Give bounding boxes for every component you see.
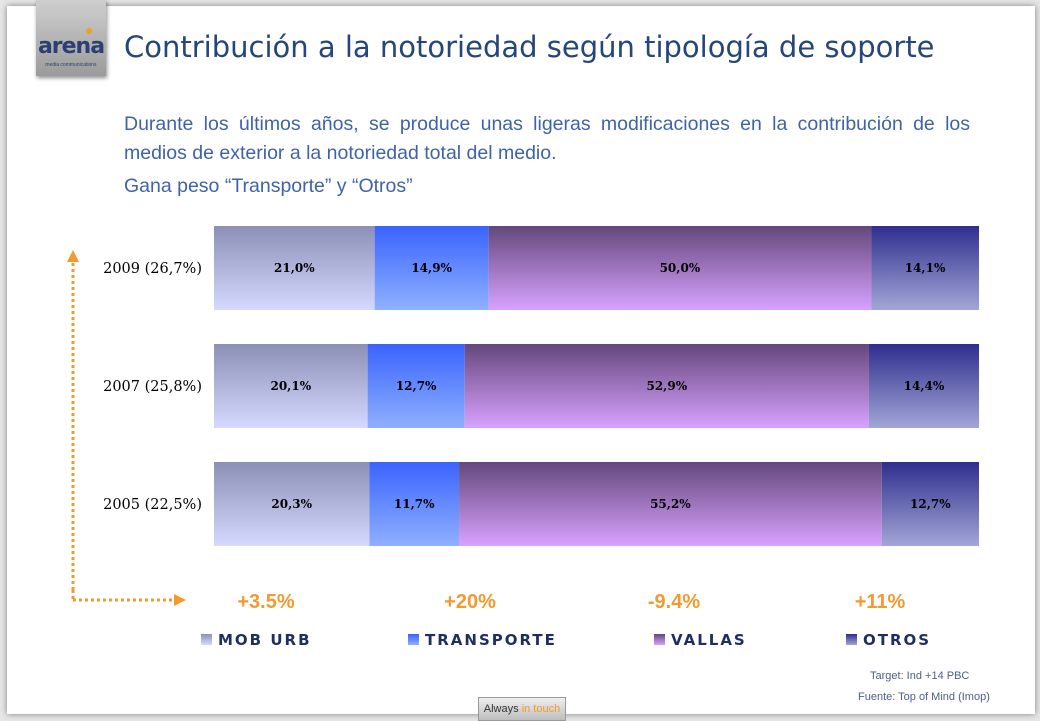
legend-swatch-otros (846, 634, 857, 645)
change-label: +3.5% (237, 591, 294, 613)
data-label: 14,4% (904, 379, 945, 393)
legend-label: VALLAS (671, 631, 747, 649)
arrow-up-icon (67, 250, 79, 262)
intro-text: Durante los últimos años, se produce una… (124, 113, 970, 164)
change-label: +20% (444, 591, 496, 613)
target-note: Target: Ind +14 PBC (870, 670, 970, 682)
data-label: 55,2% (650, 497, 691, 511)
bar-segment-mob-urb (214, 462, 370, 546)
change-label: +11% (855, 591, 906, 613)
data-label: 12,7% (396, 379, 437, 393)
bar-segment-otros (871, 226, 979, 310)
legend-label: MOB URB (218, 631, 312, 649)
row-label: 2007 (25,8%) (103, 379, 202, 395)
data-label: 21,0% (274, 261, 315, 275)
data-label: 14,1% (905, 261, 946, 275)
data-label: 50,0% (660, 261, 701, 275)
data-label: 11,7% (394, 497, 435, 511)
bar-segment-otros (868, 344, 979, 428)
always-in-touch-badge: Always in touch (478, 697, 566, 721)
legend-swatch-transporte (408, 634, 419, 645)
bar-segment-vallas (488, 226, 872, 310)
bar-segment-vallas (464, 344, 869, 428)
bar-segment-transporte (367, 344, 465, 428)
page-title: Contribución a la notoriedad según tipol… (124, 30, 935, 64)
legend-swatch-vallas (654, 634, 665, 645)
legend-label: TRANSPORTE (425, 631, 557, 649)
change-label: -9.4% (648, 591, 700, 613)
bar-segment-transporte (374, 226, 489, 310)
data-label: 14,9% (411, 261, 452, 275)
subintro-text: Gana peso “Transporte” y “Otros” (124, 175, 413, 197)
source-note: Fuente: Top of Mind (Imop) (858, 691, 990, 703)
logo-dot-icon (86, 28, 92, 34)
bar-segment-vallas (459, 462, 882, 546)
arrow-right-icon (174, 594, 186, 606)
legend-label: OTROS (863, 631, 931, 649)
data-label: 52,9% (646, 379, 687, 393)
bar-segment-transporte (369, 462, 460, 546)
data-label: 20,1% (270, 379, 311, 393)
bar-segment-mob-urb (214, 226, 375, 310)
data-label: 12,7% (910, 497, 951, 511)
data-label: 20,3% (271, 497, 312, 511)
logo-tagline: media communications (45, 62, 97, 68)
growth-arrow (71, 258, 178, 602)
row-label: 2005 (22,5%) (103, 497, 202, 513)
row-label: 2009 (26,7%) (103, 261, 202, 277)
logo-name: arena (37, 34, 105, 59)
bar-segment-otros (881, 462, 979, 546)
arena-logo: arena media communications (36, 0, 106, 76)
legend-swatch-mob-urb (201, 634, 212, 645)
bar-segment-mob-urb (214, 344, 368, 428)
badge-accent-text: in touch (521, 703, 561, 715)
badge-text: Always (483, 703, 519, 715)
